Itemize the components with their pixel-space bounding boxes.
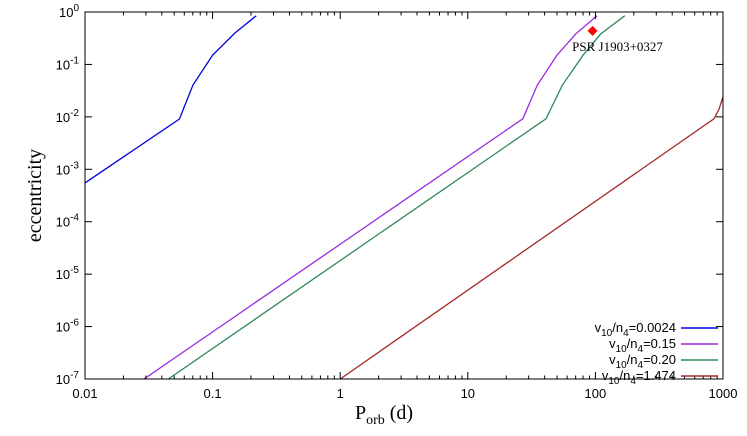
y-tick-label-1: 10-6 [56, 318, 80, 335]
legend-label-0: v10/n4=0.0024 [595, 320, 676, 339]
legend-label-2: v10/n4=0.20 [609, 352, 676, 371]
x-tick-label-3: 10 [461, 386, 475, 401]
series-line-1 [143, 15, 598, 379]
y-tick-label-6: 10-1 [56, 55, 80, 72]
legend-label-3: v10/n4=1.474 [602, 368, 676, 387]
x-tick-label-4: 100 [585, 386, 607, 401]
plot-border [84, 11, 724, 380]
legend-label-1: v10/n4=0.15 [609, 336, 676, 355]
series-line-0 [85, 15, 257, 184]
axis-titles: Porb (d) eccentricity [24, 149, 413, 428]
y-axis-title: eccentricity [24, 149, 46, 242]
series-lines [85, 15, 723, 379]
plot-frame [84, 11, 724, 380]
x-tick-label-2: 1 [337, 386, 344, 401]
x-axis-title: Porb (d) [355, 402, 413, 428]
y-tick-label-5: 10-2 [56, 108, 80, 125]
annotations: PSR J1903+0327 [572, 25, 663, 54]
annotation-label-0: PSR J1903+0327 [572, 39, 663, 54]
annotation-marker-0 [587, 25, 598, 36]
y-tick-label-3: 10-4 [56, 213, 80, 230]
legend: v10/n4=0.0024v10/n4=0.15v10/n4=0.20v10/n… [595, 320, 718, 387]
axis-ticks [84, 11, 724, 380]
x-tick-label-1: 0.1 [204, 386, 222, 401]
series-line-2 [167, 15, 626, 379]
x-tick-label-0: 0.01 [72, 386, 97, 401]
tick-labels: 0.01 0.1 1 10 100 1000 10-7 10-6 10-5 10-4 10-3 10-… [56, 3, 738, 401]
y-tick-label-7: 100 [59, 3, 79, 20]
series-line-3 [339, 96, 723, 379]
x-tick-label-5: 1000 [709, 386, 738, 401]
y-tick-label-4: 10-3 [56, 160, 80, 177]
y-tick-label-2: 10-5 [56, 265, 80, 282]
y-tick-label-0: 10-7 [56, 370, 80, 387]
